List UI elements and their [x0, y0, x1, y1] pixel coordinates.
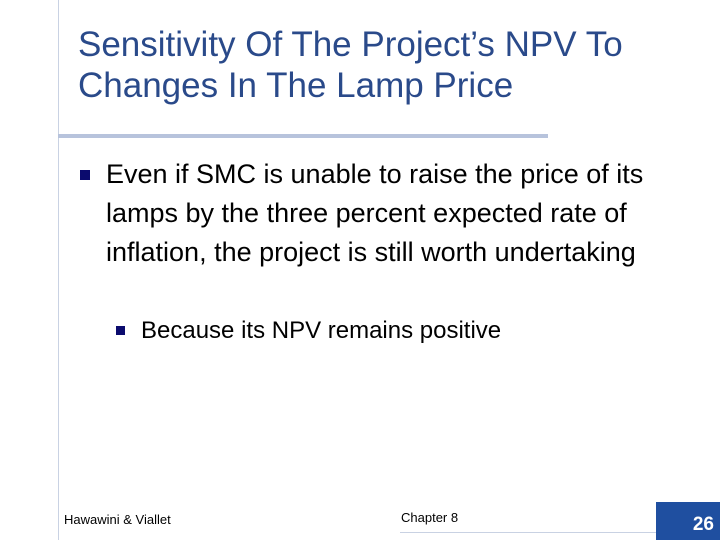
- bullet-text: Even if SMC is unable to raise the price…: [106, 159, 644, 267]
- square-bullet-icon: [80, 170, 90, 180]
- slide-title: Sensitivity Of The Project’s NPV To Chan…: [78, 25, 623, 105]
- title-underline: [58, 134, 548, 138]
- left-margin-rule: [58, 0, 59, 540]
- square-sub-bullet-icon: [116, 326, 125, 335]
- footer-author: Hawawini & Viallet: [64, 512, 171, 527]
- footer-chapter: Chapter 8: [401, 510, 459, 525]
- sub-bullet-text: Because its NPV remains positive: [141, 317, 502, 344]
- page-number: 26: [692, 514, 714, 535]
- page-number-box: 26: [656, 502, 720, 540]
- footer-divider: [400, 532, 700, 533]
